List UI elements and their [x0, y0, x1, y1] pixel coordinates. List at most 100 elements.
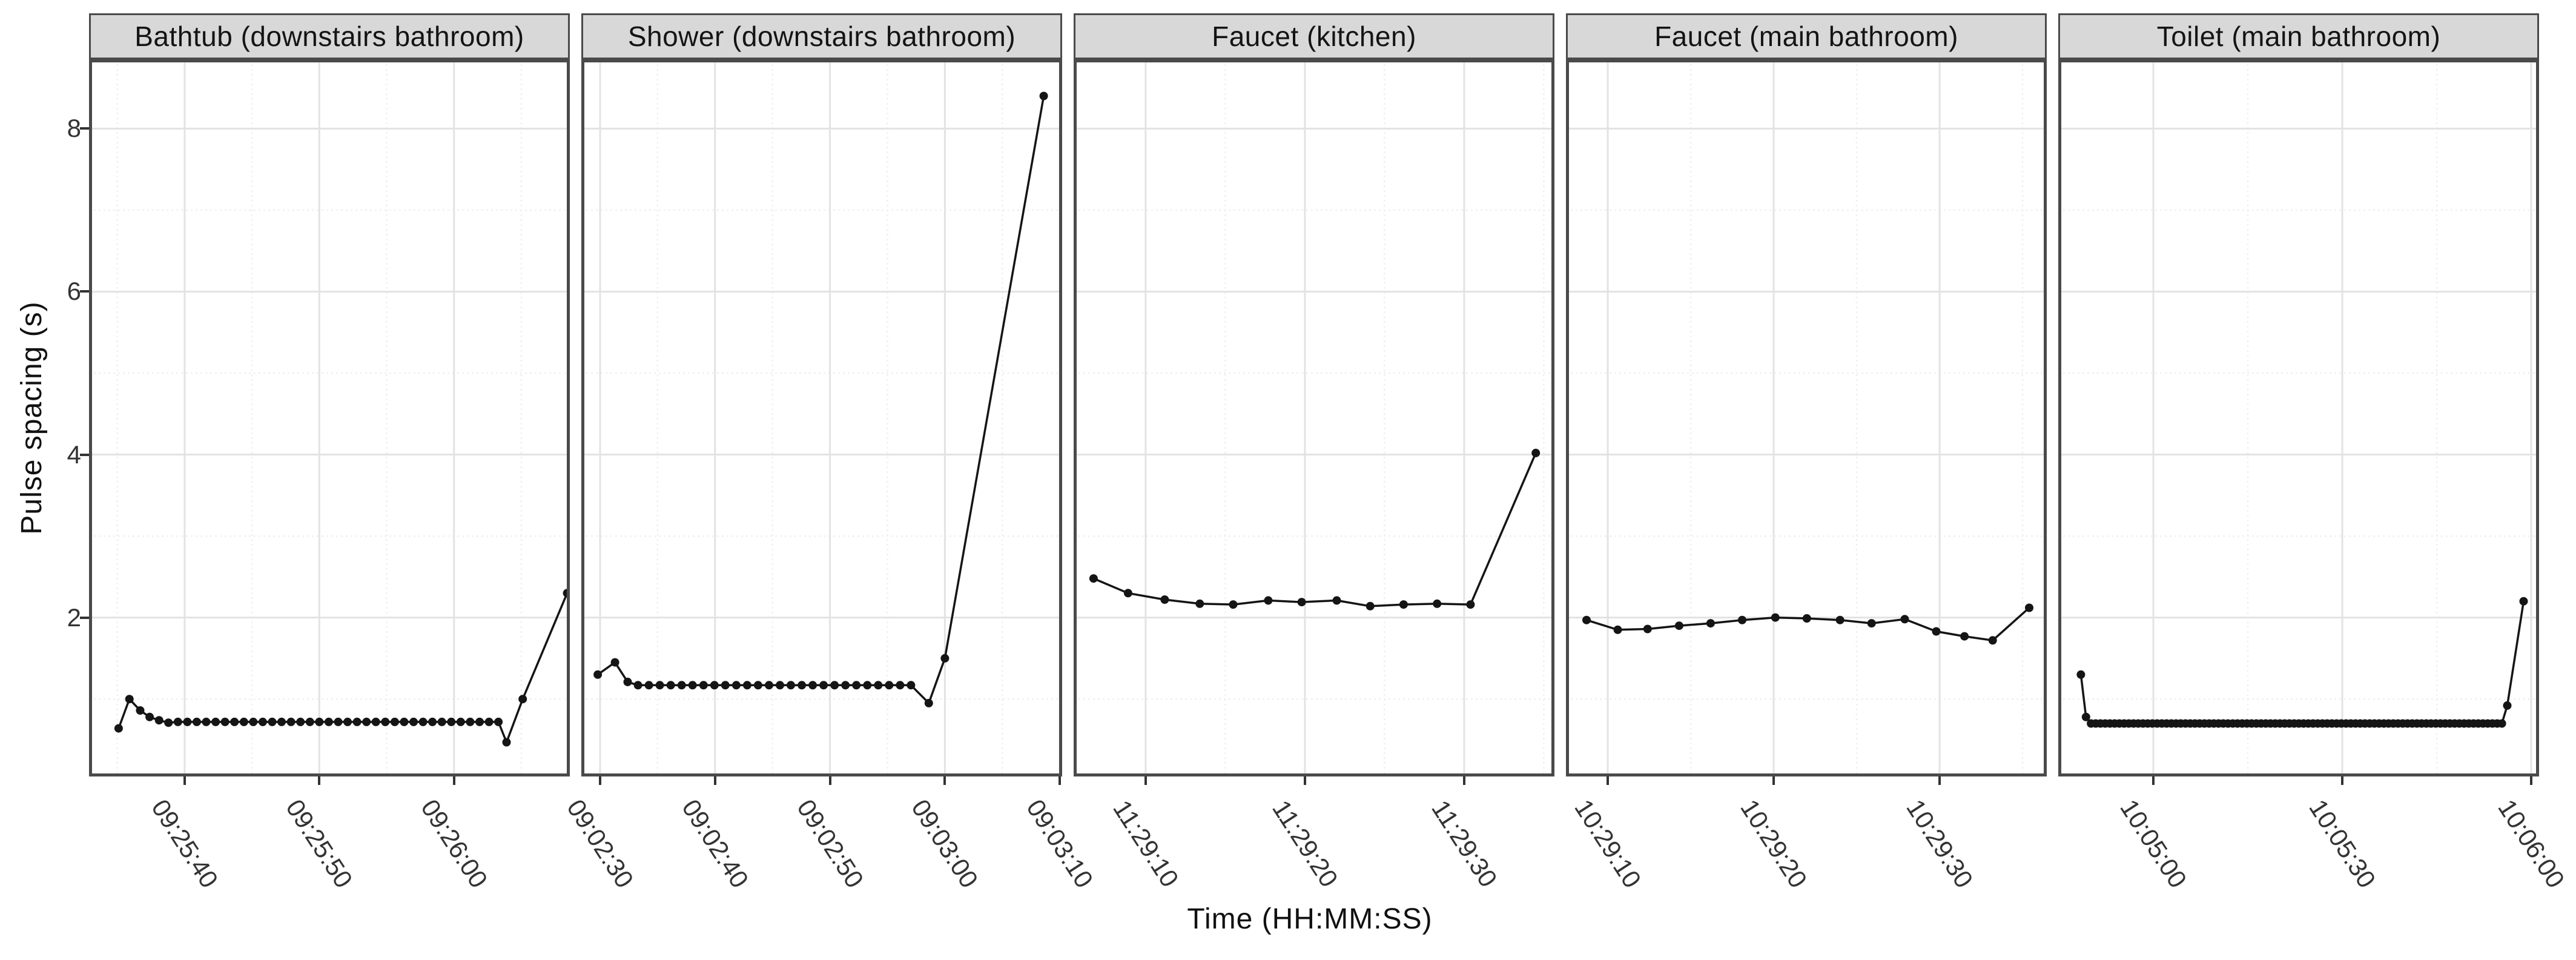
panel-background	[581, 59, 1062, 776]
data-point	[268, 717, 277, 726]
y-tick-label: 8	[67, 114, 81, 143]
data-point	[381, 717, 390, 726]
data-point	[896, 681, 905, 690]
data-point	[907, 681, 916, 690]
x-tick-label: 10:29:10	[1569, 794, 1647, 893]
y-tick-mark	[80, 453, 89, 456]
data-point	[1531, 448, 1541, 457]
data-point	[418, 717, 428, 726]
data-point	[2519, 597, 2528, 606]
data-point	[798, 681, 807, 690]
y-tick-mark	[80, 290, 89, 293]
data-point	[2081, 712, 2090, 721]
x-tick-label: 10:06:00	[2492, 794, 2571, 893]
data-point	[593, 670, 603, 679]
x-tick-mark	[2152, 776, 2155, 785]
x-tick-mark	[1303, 776, 1306, 785]
data-point	[710, 681, 719, 690]
facet-plot-area	[2058, 59, 2539, 776]
x-tick-label: 09:02:40	[676, 794, 755, 893]
data-point	[400, 717, 409, 726]
data-point	[765, 681, 773, 690]
x-tick-label: 09:03:00	[906, 794, 985, 893]
facet-strip: Toilet (main bathroom)	[2058, 13, 2539, 59]
data-point	[249, 717, 258, 726]
data-point	[666, 681, 675, 690]
x-tick-label: 11:29:10	[1107, 795, 1184, 892]
data-point	[343, 717, 352, 726]
data-point	[447, 717, 456, 726]
data-point	[136, 706, 145, 715]
data-point	[475, 717, 484, 726]
data-point	[808, 681, 817, 690]
data-point	[874, 681, 883, 690]
x-tick-label: 11:29:20	[1266, 795, 1344, 892]
y-tick-label: 6	[67, 277, 81, 306]
x-tick-mark	[598, 776, 601, 785]
data-point	[202, 717, 211, 726]
data-point	[688, 681, 697, 690]
data-point	[2076, 670, 2086, 679]
data-point	[315, 717, 324, 726]
data-point	[1988, 636, 1997, 645]
facet-strip: Shower (downstairs bathroom)	[581, 13, 1062, 59]
data-point	[633, 681, 642, 690]
x-tick-label: 09:03:10	[1021, 794, 1099, 893]
data-point	[1613, 625, 1622, 634]
x-tick-label: 11:29:30	[1425, 795, 1503, 892]
data-point	[677, 681, 686, 690]
panel-border	[581, 59, 1062, 776]
y-tick-label: 2	[67, 603, 81, 632]
x-tick-mark	[1462, 776, 1465, 785]
y-tick-label: 4	[67, 440, 81, 469]
x-tick-mark	[2341, 776, 2344, 785]
data-point	[192, 717, 201, 726]
x-tick-mark	[1607, 776, 1610, 785]
data-point	[1960, 632, 1969, 641]
x-tick-label: 10:29:20	[1735, 794, 1813, 893]
facet-plot-area	[581, 59, 1062, 776]
data-point	[164, 718, 173, 727]
data-point	[230, 717, 239, 726]
x-tick-label: 10:05:00	[2115, 794, 2193, 893]
data-point	[1674, 621, 1683, 631]
x-tick-mark	[1938, 776, 1941, 785]
data-point	[428, 717, 437, 726]
data-point	[732, 681, 741, 690]
data-point	[1399, 600, 1408, 609]
data-point	[305, 717, 314, 726]
data-point	[173, 717, 182, 726]
data-point	[409, 717, 418, 726]
panel-background	[1074, 59, 1554, 776]
data-point	[1089, 574, 1098, 583]
data-point	[819, 681, 828, 690]
facet-plot-area	[89, 59, 570, 776]
x-tick-mark	[183, 776, 186, 785]
data-point	[277, 717, 286, 726]
data-point	[371, 717, 380, 726]
x-tick-mark	[828, 776, 831, 785]
data-point	[1932, 627, 1941, 636]
x-tick-mark	[2530, 776, 2532, 785]
x-tick-label: 10:29:30	[1901, 794, 1979, 893]
data-point	[924, 698, 933, 707]
y-tick-mark	[80, 127, 89, 130]
data-point	[841, 681, 850, 690]
data-point	[644, 681, 653, 690]
data-point	[114, 724, 123, 733]
data-point	[2503, 701, 2512, 710]
data-point	[787, 681, 795, 690]
data-point	[390, 717, 399, 726]
data-point	[1643, 624, 1652, 634]
x-tick-label: 09:02:30	[561, 794, 639, 893]
data-point	[1297, 598, 1306, 607]
x-tick-mark	[943, 776, 946, 785]
data-point	[610, 658, 619, 667]
y-tick-mark	[80, 616, 89, 619]
data-point	[885, 681, 894, 690]
data-point	[1900, 615, 1909, 624]
facet-plot-area	[1074, 59, 1554, 776]
x-tick-mark	[452, 776, 455, 785]
data-point	[183, 717, 192, 726]
data-point	[125, 695, 134, 704]
